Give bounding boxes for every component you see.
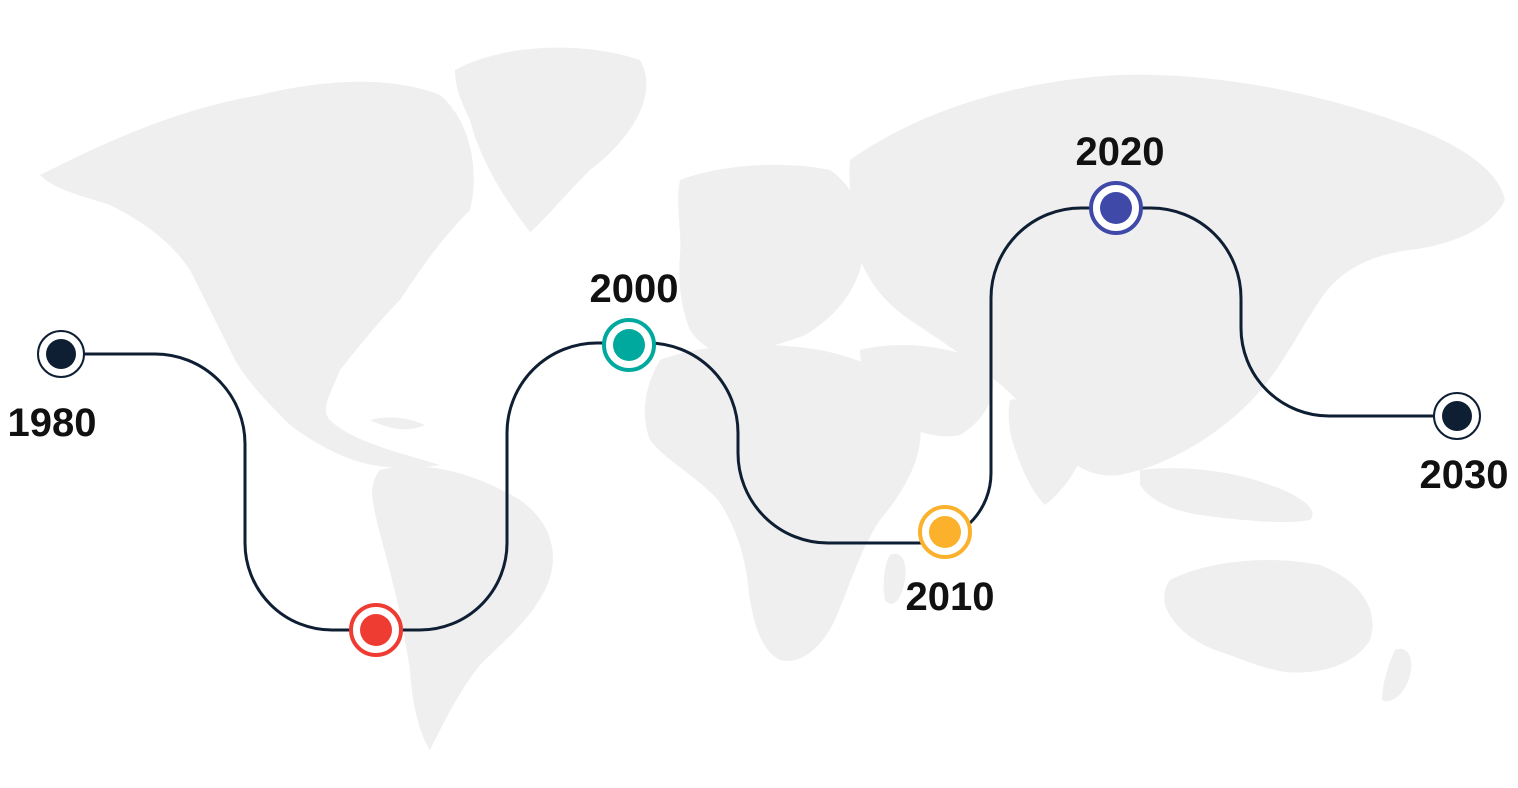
milestone-red (349, 603, 403, 657)
milestone-1980-year-label: 1980 (8, 401, 97, 445)
landmass-new-zealand (1382, 648, 1412, 702)
milestone-2010-year-label: 2010 (906, 575, 995, 619)
milestone-2000-year-label: 2000 (590, 267, 679, 311)
milestone-red-marker-dot (360, 614, 392, 646)
landmass-europe (678, 164, 864, 355)
milestone-2020-year-label: 2020 (1076, 130, 1165, 174)
landmass-australia (1164, 560, 1373, 673)
milestone-2020: 2020 (1076, 130, 1165, 235)
landmass-greenland (455, 47, 647, 232)
milestone-2010: 2010 (906, 505, 995, 619)
landmass-middle-east (860, 345, 994, 437)
timeline-path (61, 206, 1457, 632)
world-map-background (40, 47, 1505, 750)
landmass-asia (849, 74, 1505, 476)
landmass-india (1008, 398, 1090, 505)
landmass-south-america (372, 466, 553, 750)
milestone-2030-year-label: 2030 (1420, 453, 1509, 497)
milestone-1980-marker-dot (46, 339, 76, 369)
landmass-north-america (40, 81, 474, 468)
milestone-1980: 1980 (8, 330, 97, 445)
milestone-2000: 2000 (590, 267, 679, 372)
landmass-caribbean (370, 417, 425, 430)
milestone-2010-marker-dot (929, 516, 961, 548)
milestone-2000-marker-dot (613, 329, 645, 361)
landmass-southeast-asia (1140, 468, 1313, 523)
landmass-africa (644, 344, 921, 661)
milestone-2030: 2030 (1420, 392, 1509, 497)
milestone-2020-marker-dot (1100, 192, 1132, 224)
landmass-madagascar (883, 553, 906, 604)
landmass-japan (1267, 249, 1299, 321)
milestone-2030-marker-dot (1442, 401, 1472, 431)
